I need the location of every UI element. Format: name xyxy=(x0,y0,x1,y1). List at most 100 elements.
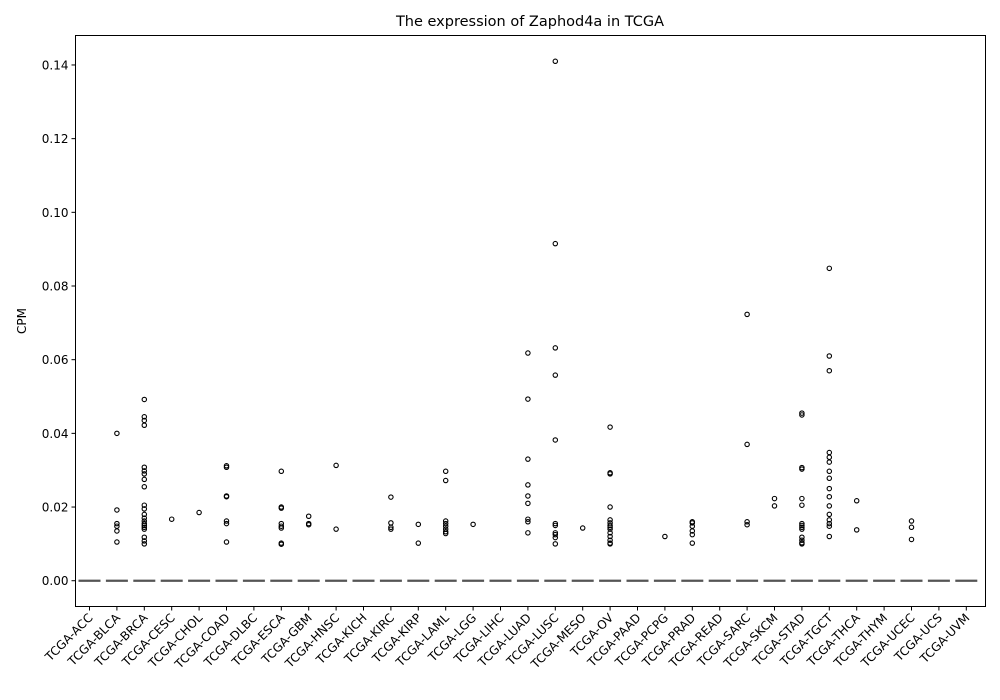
outlier-point xyxy=(799,526,805,532)
outlier-point xyxy=(305,513,312,519)
y-tick-label: 0.14 xyxy=(42,58,69,72)
outlier-point xyxy=(552,541,559,547)
outlier-point xyxy=(388,526,394,532)
outlier-point xyxy=(141,520,148,527)
outlier-point xyxy=(223,520,230,527)
outlier-point xyxy=(552,58,559,65)
outlier-point xyxy=(442,528,449,535)
outlier-point xyxy=(552,372,559,378)
outlier-point xyxy=(826,493,833,500)
outlier-point xyxy=(826,475,833,482)
outlier-point xyxy=(442,530,449,537)
outlier-point xyxy=(114,507,120,513)
outlier-point xyxy=(305,521,312,528)
outlier-point xyxy=(826,449,833,456)
outlier-point xyxy=(141,515,148,521)
outlier-point xyxy=(826,485,833,492)
outlier-point xyxy=(689,540,696,546)
outlier-point xyxy=(223,539,230,545)
outlier-points xyxy=(114,58,915,547)
outlier-point xyxy=(141,464,148,470)
outlier-point xyxy=(114,528,120,534)
outlier-point xyxy=(607,424,613,430)
y-axis-label: CPM xyxy=(15,308,29,334)
outlier-point xyxy=(607,504,613,510)
outlier-point xyxy=(799,520,805,527)
outlier-point xyxy=(141,414,148,420)
outlier-point xyxy=(799,502,805,508)
outlier-point xyxy=(141,534,148,540)
outlier-point xyxy=(442,518,449,524)
outlier-point xyxy=(799,537,805,543)
outlier-point xyxy=(607,541,613,547)
outlier-point xyxy=(525,493,531,499)
outlier-point xyxy=(607,530,613,536)
outlier-point xyxy=(278,468,285,475)
outlier-point xyxy=(388,524,394,531)
outlier-point xyxy=(771,495,778,502)
y-tick-label: 0.12 xyxy=(42,132,69,146)
outlier-point xyxy=(442,477,449,484)
outlier-point xyxy=(278,525,285,531)
outlier-point xyxy=(552,345,559,351)
outlier-point xyxy=(607,524,613,531)
outlier-point xyxy=(853,498,860,504)
outlier-point xyxy=(607,533,613,540)
outlier-point xyxy=(689,531,696,538)
outlier-point xyxy=(607,471,613,477)
outlier-point xyxy=(552,437,559,443)
outlier-point xyxy=(141,522,148,529)
outlier-point xyxy=(552,522,559,529)
outlier-point xyxy=(141,476,148,483)
y-tick-label: 0.00 xyxy=(42,574,69,588)
outlier-point xyxy=(223,464,230,470)
outlier-point xyxy=(908,536,915,543)
outlier-point xyxy=(607,526,613,532)
outlier-point xyxy=(525,482,531,488)
outlier-point xyxy=(141,471,148,477)
outlier-point xyxy=(525,350,531,356)
outlier-point xyxy=(114,430,120,437)
y-tick-label: 0.02 xyxy=(42,501,69,515)
outlier-point xyxy=(744,519,750,525)
x-axis: TCGA-ACCTCGA-BLCATCGA-BRCATCGA-CESCTCGA-… xyxy=(42,606,972,672)
outlier-point xyxy=(525,500,531,507)
outlier-point xyxy=(223,493,230,500)
outlier-point xyxy=(799,495,805,502)
plot-frame xyxy=(75,35,986,607)
outlier-point xyxy=(114,520,120,527)
outlier-point xyxy=(442,523,449,529)
outlier-point xyxy=(908,524,915,531)
y-tick-label: 0.04 xyxy=(42,427,69,441)
outlier-point xyxy=(579,525,586,531)
outlier-point xyxy=(141,502,148,508)
outlier-point xyxy=(689,528,696,534)
outlier-point xyxy=(607,522,613,529)
outlier-point xyxy=(799,541,805,547)
outlier-point xyxy=(552,520,559,527)
outlier-point xyxy=(799,522,805,529)
outlier-point xyxy=(525,519,531,525)
outlier-point xyxy=(552,240,559,247)
outlier-point xyxy=(826,511,833,518)
y-tick-label: 0.06 xyxy=(42,353,69,367)
outlier-point xyxy=(607,517,613,523)
outlier-point xyxy=(525,516,531,522)
outlier-point xyxy=(826,503,833,509)
outlier-point xyxy=(141,526,148,532)
outlier-point xyxy=(141,524,148,531)
outlier-point xyxy=(744,311,750,318)
outlier-point xyxy=(552,531,559,538)
outlier-point xyxy=(442,468,449,475)
outlier-point xyxy=(442,520,449,527)
outlier-point xyxy=(168,516,175,522)
outlier-point xyxy=(771,503,778,509)
chart-title: The expression of Zaphod4a in TCGA xyxy=(395,14,664,30)
outlier-point xyxy=(415,540,422,546)
outlier-point xyxy=(525,530,531,536)
outlier-point xyxy=(853,527,860,533)
outlier-point xyxy=(826,468,833,475)
outlier-point xyxy=(141,484,148,490)
outlier-point xyxy=(826,520,833,527)
